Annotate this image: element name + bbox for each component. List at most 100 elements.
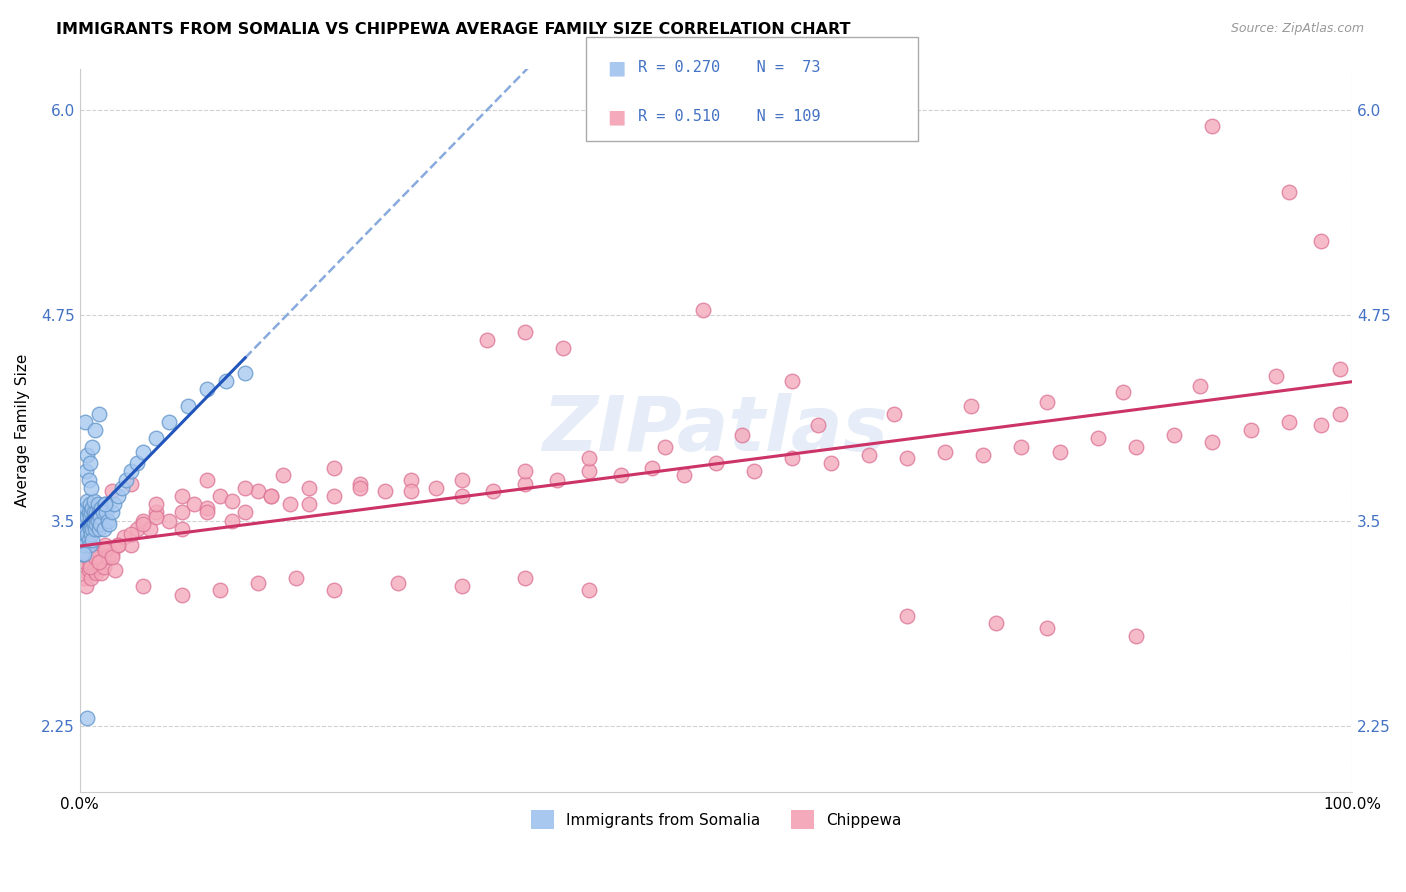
Point xyxy=(1049,444,1071,458)
Point xyxy=(1201,119,1223,133)
Point xyxy=(73,555,96,569)
Point xyxy=(578,451,600,466)
Point xyxy=(984,615,1007,630)
Point xyxy=(1309,418,1331,433)
Point xyxy=(87,555,110,569)
Point xyxy=(91,505,114,519)
Point xyxy=(90,500,112,515)
Point xyxy=(208,582,231,597)
Point xyxy=(298,497,321,511)
Point xyxy=(82,514,104,528)
Point xyxy=(195,500,218,515)
Point xyxy=(94,543,117,558)
Point xyxy=(82,440,104,454)
Point xyxy=(79,510,101,524)
Point xyxy=(94,497,117,511)
Point xyxy=(84,566,107,581)
Point xyxy=(84,522,107,536)
Point xyxy=(103,497,125,511)
Point xyxy=(76,448,98,462)
Point xyxy=(883,407,905,421)
Point xyxy=(145,432,167,446)
Point xyxy=(72,547,94,561)
Point xyxy=(742,464,765,478)
Point xyxy=(96,505,118,519)
Point xyxy=(170,522,193,536)
Point xyxy=(120,526,142,541)
Point xyxy=(79,538,101,552)
Point xyxy=(515,464,537,478)
Point xyxy=(273,467,295,482)
Point xyxy=(120,464,142,478)
Point xyxy=(84,549,107,564)
Point xyxy=(76,711,98,725)
Point xyxy=(82,500,104,515)
Point xyxy=(72,505,94,519)
Point xyxy=(107,538,129,552)
Point xyxy=(76,526,98,541)
Legend: Immigrants from Somalia, Chippewa: Immigrants from Somalia, Chippewa xyxy=(524,804,907,835)
Point xyxy=(73,505,96,519)
Point xyxy=(86,497,108,511)
Point xyxy=(86,514,108,528)
Point xyxy=(76,547,98,561)
Point xyxy=(73,516,96,531)
Point xyxy=(73,415,96,429)
Point xyxy=(515,325,537,339)
Point xyxy=(475,333,498,347)
Point xyxy=(782,451,804,466)
Point xyxy=(100,505,122,519)
Point xyxy=(93,559,115,574)
Point xyxy=(399,484,422,499)
Text: IMMIGRANTS FROM SOMALIA VS CHIPPEWA AVERAGE FAMILY SIZE CORRELATION CHART: IMMIGRANTS FROM SOMALIA VS CHIPPEWA AVER… xyxy=(56,22,851,37)
Point xyxy=(107,489,129,503)
Point xyxy=(80,571,103,585)
Point xyxy=(323,489,346,503)
Point xyxy=(75,514,97,528)
Point xyxy=(425,481,447,495)
Point xyxy=(1329,407,1351,421)
Point xyxy=(820,456,842,470)
Point xyxy=(233,481,256,495)
Text: Source: ZipAtlas.com: Source: ZipAtlas.com xyxy=(1230,22,1364,36)
Point xyxy=(1011,440,1033,454)
Point xyxy=(72,538,94,552)
Point xyxy=(87,505,110,519)
Point xyxy=(1278,415,1301,429)
Point xyxy=(82,547,104,561)
Point xyxy=(246,576,269,591)
Point xyxy=(100,549,122,564)
Point xyxy=(76,510,98,524)
Point xyxy=(896,609,918,624)
Point xyxy=(79,497,101,511)
Point xyxy=(1125,440,1147,454)
Point xyxy=(104,563,127,577)
Point xyxy=(120,477,142,491)
Point xyxy=(73,526,96,541)
Y-axis label: Average Family Size: Average Family Size xyxy=(15,353,30,507)
Point xyxy=(145,497,167,511)
Point xyxy=(83,505,105,519)
Point xyxy=(1201,434,1223,449)
Point xyxy=(285,571,308,585)
Point xyxy=(858,448,880,462)
Text: ■: ■ xyxy=(607,107,626,126)
Point xyxy=(177,399,200,413)
Point xyxy=(84,549,107,564)
Point xyxy=(278,497,301,511)
Point xyxy=(730,428,752,442)
Point xyxy=(233,505,256,519)
Point xyxy=(120,538,142,552)
Point xyxy=(807,418,830,433)
Point xyxy=(83,516,105,531)
Point xyxy=(87,559,110,574)
Point xyxy=(1036,395,1059,409)
Point xyxy=(79,559,101,574)
Point xyxy=(77,473,100,487)
Point xyxy=(1125,629,1147,643)
Point xyxy=(125,456,148,470)
Point xyxy=(157,514,180,528)
Point xyxy=(87,522,110,536)
Point xyxy=(170,505,193,519)
Point xyxy=(1309,234,1331,248)
